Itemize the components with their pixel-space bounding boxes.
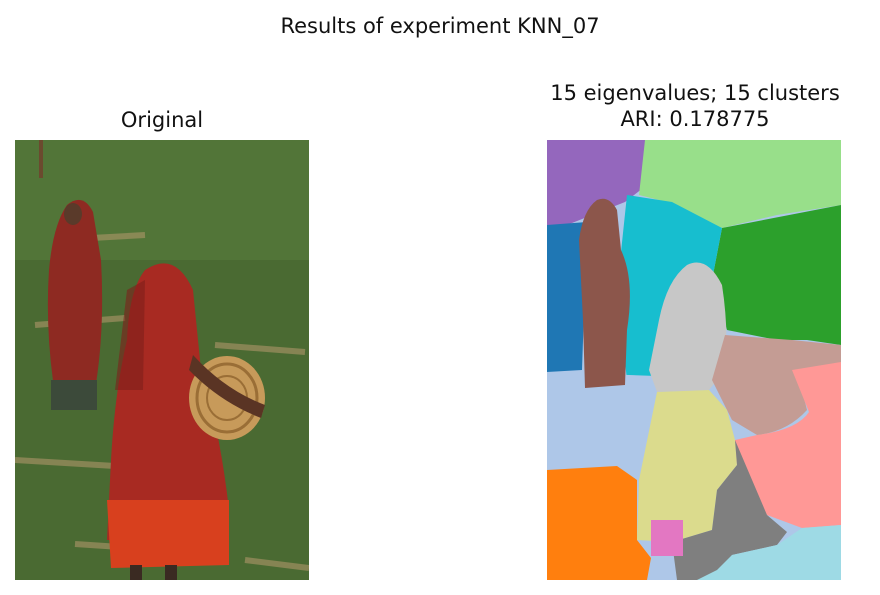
- arm: [189, 355, 265, 418]
- segmentation-title-line2: ARI: 0.178775: [620, 107, 770, 131]
- segmentation-image: [547, 140, 841, 580]
- stick: [39, 140, 43, 178]
- segmentation-title-line1: 15 eigenvalues; 15 clusters: [550, 81, 840, 105]
- cluster-pale-cyan: [697, 525, 841, 580]
- cluster-grey: [672, 440, 787, 580]
- cluster-green: [712, 205, 841, 345]
- cluster-blue: [547, 222, 587, 372]
- background-figure: [47, 199, 103, 410]
- segmentation-panel-title: 15 eigenvalues; 15 clusters ARI: 0.17877…: [500, 80, 880, 132]
- original-image-svg: [15, 140, 309, 580]
- cluster-silver: [649, 262, 727, 392]
- segmentation-image-svg: [547, 140, 841, 580]
- cluster-orange: [547, 466, 651, 580]
- cluster-khaki: [637, 390, 737, 542]
- foreground-figure: [107, 263, 229, 580]
- cluster-salmon: [735, 362, 841, 528]
- cluster-purple: [547, 140, 647, 225]
- original-panel-title: Original: [120, 108, 204, 132]
- cluster-rosy: [712, 335, 841, 435]
- cluster-light-blue: [547, 372, 657, 470]
- cluster-brown: [579, 198, 630, 388]
- cluster-pink: [651, 520, 683, 556]
- figure-suptitle: Results of experiment KNN_07: [280, 14, 600, 38]
- cluster-light-green: [639, 140, 841, 228]
- original-image: [15, 140, 309, 580]
